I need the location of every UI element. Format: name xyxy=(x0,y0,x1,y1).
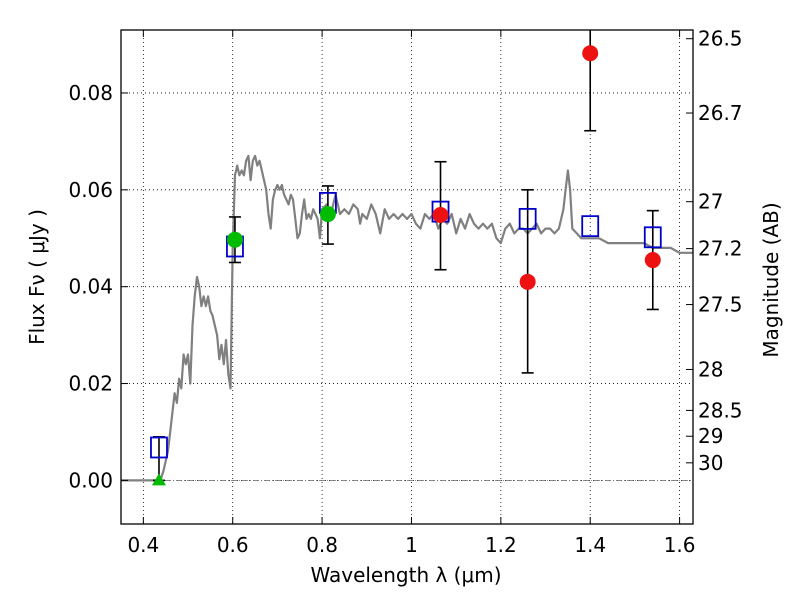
right-tick-label: 26.7 xyxy=(698,101,743,125)
model-point-square xyxy=(581,215,600,238)
observed-point-green xyxy=(319,206,336,223)
grid-lines xyxy=(121,30,693,524)
right-tick-label: 26.5 xyxy=(698,27,743,51)
y-tick-label: 0.04 xyxy=(68,275,113,299)
x-tick-label: 1 xyxy=(405,533,418,557)
right-tick-label: 27.2 xyxy=(698,237,743,261)
right-tick-label: 27 xyxy=(698,190,723,214)
observed-point-red xyxy=(582,45,599,62)
right-tick-label: 29 xyxy=(698,424,723,448)
y-axis-label: Flux Fν ( μJy ) xyxy=(25,209,49,345)
data-markers xyxy=(150,45,662,486)
x-tick-label: 0.6 xyxy=(217,533,249,557)
observed-point-red xyxy=(644,252,661,269)
x-tick-label: 0.4 xyxy=(127,533,159,557)
right-tick-label: 27.5 xyxy=(698,293,743,317)
x-tick-label: 0.8 xyxy=(306,533,338,557)
observed-point-green xyxy=(226,231,243,248)
right-tick-label: 30 xyxy=(698,451,723,475)
right-tick-label: 28 xyxy=(698,357,723,381)
right-axis-label: Magnitude (AB) xyxy=(759,202,783,357)
y-tick-label: 0.00 xyxy=(68,468,113,492)
tick-labels: 0.4 0.6 0.8 1 1.2 1.4 1.6 0.00 0.02 0.04 0.06 0.08 2… xyxy=(68,27,742,557)
x-tick-label: 1.4 xyxy=(574,533,606,557)
model-point-square xyxy=(150,436,168,459)
y-tick-label: 0.08 xyxy=(68,81,113,105)
x-tick-label: 1.2 xyxy=(485,533,517,557)
upper-limit-triangle xyxy=(151,473,166,486)
plot-frame xyxy=(120,29,694,525)
sed-model-curve xyxy=(121,154,693,482)
right-tick-label: 28.5 xyxy=(698,398,743,422)
observed-point-red xyxy=(519,273,536,290)
axis-ticks xyxy=(121,30,693,524)
y-tick-label: 0.02 xyxy=(68,372,113,396)
observed-point-red xyxy=(432,207,449,224)
x-axis-label: Wavelength λ (μm) xyxy=(310,563,501,587)
model-point-square xyxy=(643,226,662,249)
error-bars xyxy=(152,30,659,482)
x-tick-label: 1.6 xyxy=(664,533,696,557)
model-point-square xyxy=(518,207,537,230)
y-tick-label: 0.06 xyxy=(68,178,113,202)
sed-line xyxy=(121,154,693,482)
